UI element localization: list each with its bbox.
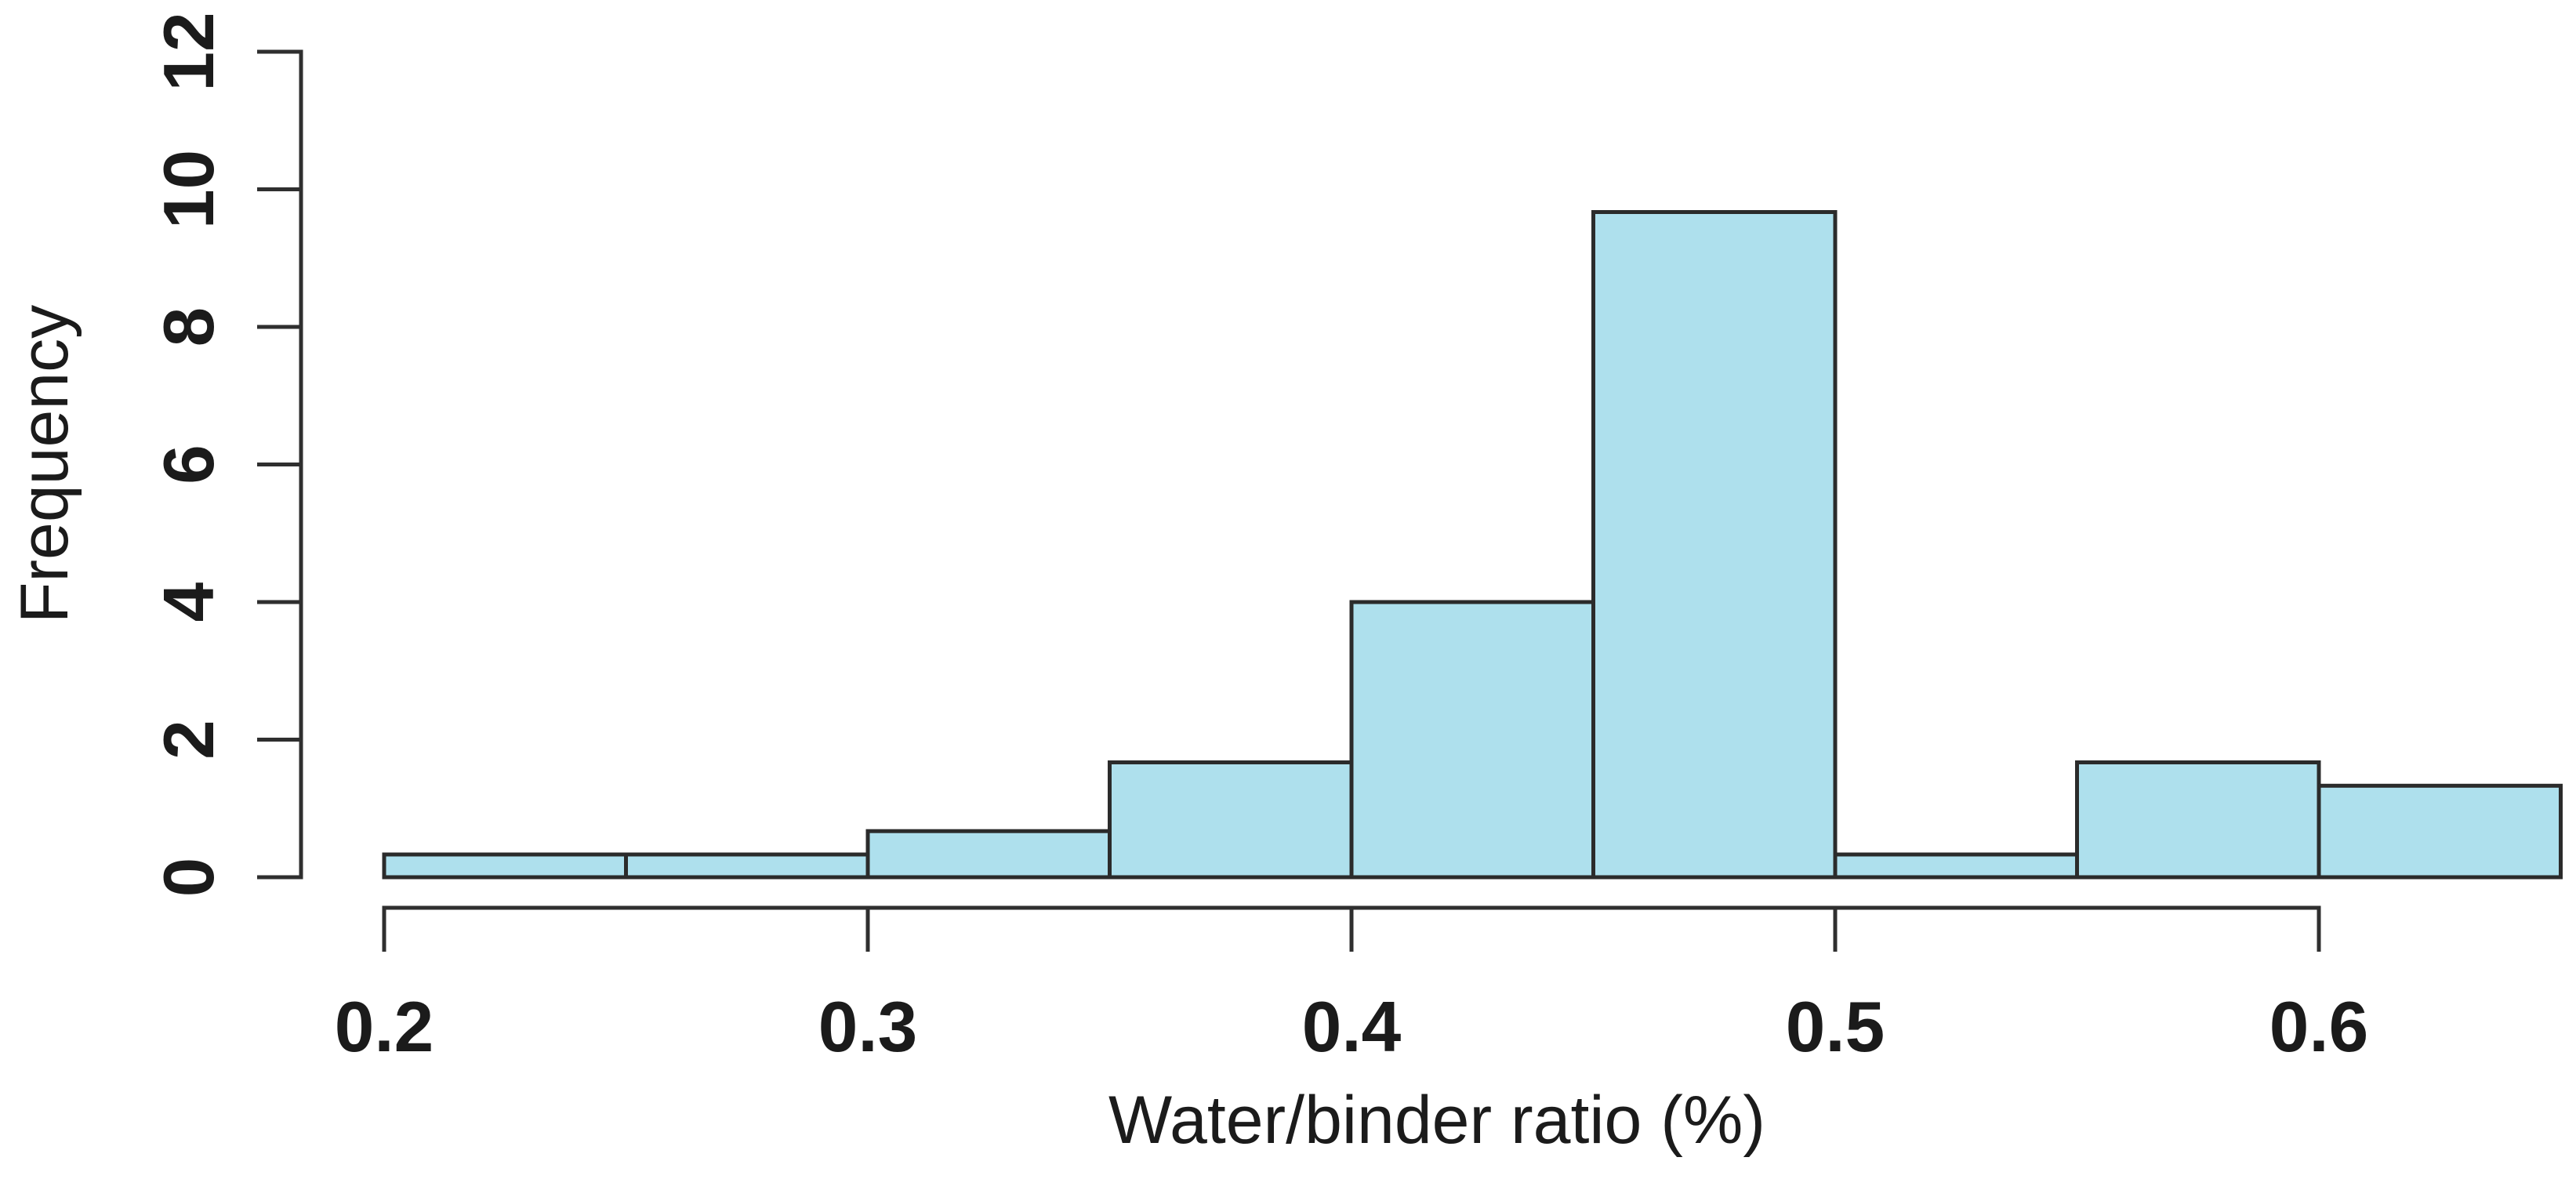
y-axis-tick-label: 8 [150,307,229,347]
x-axis-tick-label: 0.4 [1302,988,1402,1067]
bars-layer [382,210,2563,880]
axes-layer: 0.2 0.3 0.4 0.5 0.6 0 2 4 6 8 10 12 [150,12,2368,1067]
histogram-bar [1108,760,1354,880]
histogram-bar [2075,760,2321,880]
histogram-bar [2317,783,2563,880]
histogram-bar [1833,852,2079,880]
x-axis-tick-label: 0.2 [335,988,434,1067]
histogram-bar [382,852,628,880]
y-axis-tick-label: 2 [150,720,229,760]
x-axis-title: Water/binder ratio (%) [1108,1083,1765,1158]
y-axis-tick-label: 4 [150,582,229,622]
y-axis-tick-label: 0 [150,858,229,898]
histogram-bar [1349,600,1595,880]
y-axis-tick-label: 10 [150,150,229,229]
histogram-bar [1591,210,1838,880]
histogram-bar [624,852,870,880]
y-axis-tick-label: 6 [150,444,229,484]
x-axis-tick-label: 0.3 [818,988,918,1067]
x-axis-tick-label: 0.6 [2269,988,2369,1067]
y-axis-tick-label: 12 [150,12,229,91]
y-axis-title: Frequency [7,305,82,623]
histogram-bar [865,829,1112,880]
x-axis-tick-label: 0.5 [1786,988,1885,1067]
